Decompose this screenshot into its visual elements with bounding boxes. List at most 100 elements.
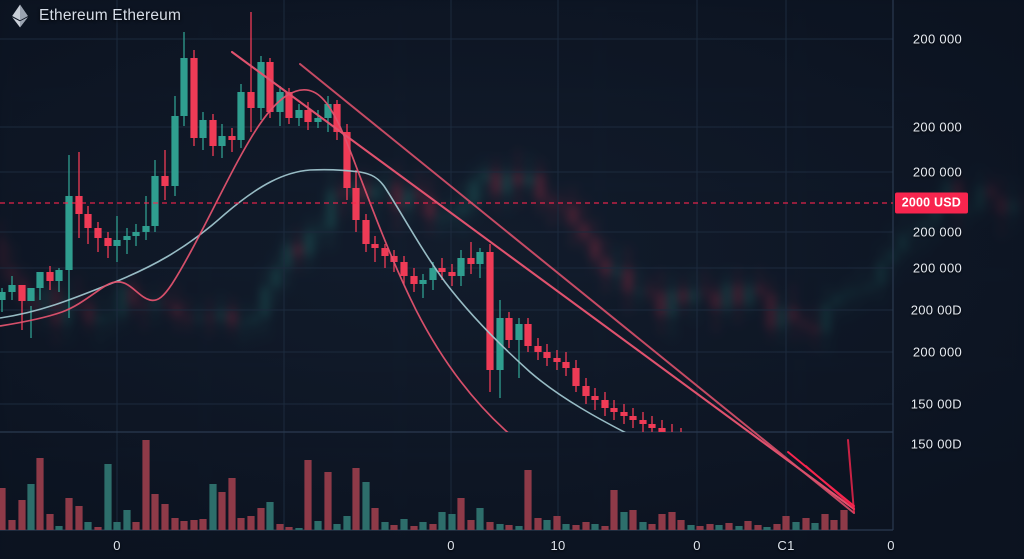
candle-body[interactable] bbox=[218, 136, 226, 146]
time-axis[interactable]: 0 0 10 0 C1 0 bbox=[0, 527, 1024, 559]
volume-bar[interactable] bbox=[591, 524, 599, 530]
volume-bar[interactable] bbox=[371, 508, 379, 530]
volume-bar[interactable] bbox=[218, 492, 226, 530]
candle-body[interactable] bbox=[276, 92, 284, 112]
volume-bar[interactable] bbox=[648, 524, 656, 530]
volume-bar[interactable] bbox=[840, 510, 848, 530]
candle-body[interactable] bbox=[75, 196, 83, 214]
candle-body[interactable] bbox=[572, 368, 580, 386]
volume-bar[interactable] bbox=[36, 458, 44, 530]
volume-bar[interactable] bbox=[27, 484, 35, 530]
volume-bar[interactable] bbox=[572, 525, 580, 530]
volume-bar[interactable] bbox=[304, 460, 312, 530]
candle-body[interactable] bbox=[209, 120, 217, 146]
candle-body[interactable] bbox=[142, 226, 150, 232]
candle-body[interactable] bbox=[467, 258, 475, 264]
candle-body[interactable] bbox=[400, 262, 408, 276]
candle-body[interactable] bbox=[811, 514, 818, 518]
candle-body[interactable] bbox=[94, 228, 102, 238]
candle-body[interactable] bbox=[725, 456, 732, 460]
candle-body[interactable] bbox=[55, 270, 63, 281]
candle-body[interactable] bbox=[390, 256, 398, 262]
volume-bar[interactable] bbox=[687, 525, 695, 530]
volume-bar[interactable] bbox=[8, 520, 16, 530]
volume-bar[interactable] bbox=[639, 522, 647, 530]
candle-body[interactable] bbox=[639, 420, 647, 424]
volume-bar[interactable] bbox=[228, 478, 236, 530]
candle-body[interactable] bbox=[199, 120, 207, 138]
candle-body[interactable] bbox=[18, 285, 26, 301]
candle-body[interactable] bbox=[190, 58, 198, 138]
candle-body[interactable] bbox=[773, 486, 780, 494]
volume-bar[interactable] bbox=[55, 526, 63, 530]
volume-bar[interactable] bbox=[505, 525, 513, 530]
volume-bar[interactable] bbox=[457, 498, 465, 530]
volume-bar[interactable] bbox=[199, 519, 207, 530]
candle-body[interactable] bbox=[763, 478, 770, 486]
candle-body[interactable] bbox=[371, 244, 379, 248]
candle-body[interactable] bbox=[438, 268, 446, 272]
volume-bar[interactable] bbox=[247, 516, 255, 530]
volume-bar[interactable] bbox=[620, 512, 628, 530]
volume-bar[interactable] bbox=[773, 524, 781, 530]
candle-body[interactable] bbox=[257, 62, 265, 108]
volume-bar[interactable] bbox=[410, 526, 418, 530]
volume-bar[interactable] bbox=[352, 468, 360, 530]
candle-body[interactable] bbox=[792, 502, 799, 508]
candle-body[interactable] bbox=[151, 176, 159, 226]
volume-bar[interactable] bbox=[429, 524, 437, 530]
price-axis[interactable]: 200 000 200 000 200 000 200 000 200 000 200 0… bbox=[894, 0, 1024, 559]
volume-bar[interactable] bbox=[400, 519, 408, 530]
volume-bar[interactable] bbox=[324, 472, 332, 530]
volume-bar[interactable] bbox=[266, 502, 274, 530]
volume-bar[interactable] bbox=[343, 516, 351, 530]
volume-bar[interactable] bbox=[295, 528, 303, 530]
volume-bar[interactable] bbox=[65, 498, 73, 530]
candle-body[interactable] bbox=[591, 396, 599, 400]
candle-body[interactable] bbox=[65, 196, 73, 270]
volume-bar[interactable] bbox=[75, 506, 83, 530]
candle-body[interactable] bbox=[515, 324, 523, 340]
candle-body[interactable] bbox=[237, 92, 245, 140]
candle-body[interactable] bbox=[113, 240, 121, 246]
volume-bar[interactable] bbox=[534, 518, 542, 530]
candle-body[interactable] bbox=[304, 110, 312, 122]
volume-bar[interactable] bbox=[582, 522, 590, 530]
volume-bar[interactable] bbox=[0, 488, 6, 530]
volume-bar[interactable] bbox=[419, 522, 427, 530]
candle-body[interactable] bbox=[562, 362, 570, 368]
volume-bar[interactable] bbox=[821, 514, 829, 530]
candle-body[interactable] bbox=[505, 318, 513, 340]
candle-body[interactable] bbox=[362, 220, 370, 244]
candle-body[interactable] bbox=[457, 258, 465, 276]
volume-bar[interactable] bbox=[830, 520, 838, 530]
volume-bar[interactable] bbox=[629, 510, 637, 530]
candle-body[interactable] bbox=[754, 470, 761, 478]
candle-body[interactable] bbox=[419, 280, 427, 284]
volume-bar[interactable] bbox=[362, 482, 370, 530]
candle-body[interactable] bbox=[534, 346, 542, 352]
volume-bar[interactable] bbox=[486, 522, 494, 530]
candle-body[interactable] bbox=[553, 358, 561, 362]
volume-bar[interactable] bbox=[610, 490, 618, 530]
volume-bar[interactable] bbox=[763, 527, 771, 530]
candle-body[interactable] bbox=[476, 252, 484, 264]
volume-bar[interactable] bbox=[438, 512, 446, 530]
symbol-header[interactable]: Ethereum Ethereum bbox=[10, 4, 181, 28]
candle-body[interactable] bbox=[36, 272, 44, 288]
volume-bar[interactable] bbox=[706, 524, 714, 530]
volume-bar[interactable] bbox=[257, 508, 265, 530]
candle-body[interactable] bbox=[266, 62, 274, 112]
candle-body[interactable] bbox=[744, 464, 751, 470]
candle-body[interactable] bbox=[46, 272, 54, 281]
volume-bar[interactable] bbox=[209, 484, 217, 530]
volume-bar[interactable] bbox=[543, 520, 551, 530]
candle-body[interactable] bbox=[410, 276, 418, 284]
candle-body[interactable] bbox=[601, 400, 609, 408]
candle-body[interactable] bbox=[381, 248, 389, 256]
volume-bar[interactable] bbox=[744, 521, 752, 530]
candle-body[interactable] bbox=[161, 176, 169, 186]
volume-bar[interactable] bbox=[715, 525, 723, 530]
volume-bar[interactable] bbox=[142, 440, 150, 530]
